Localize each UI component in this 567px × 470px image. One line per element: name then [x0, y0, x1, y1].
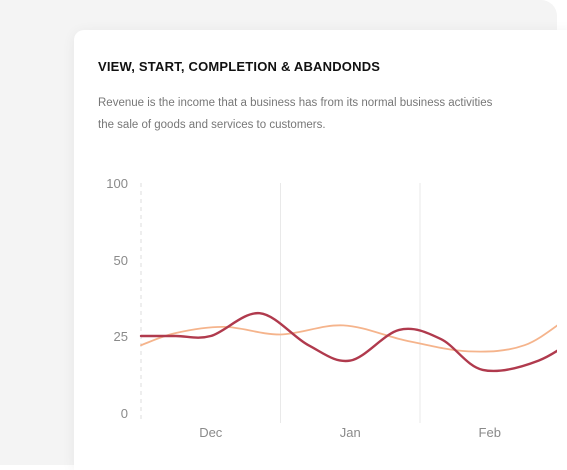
revenue-card: VIEW, START, COMPLETION & ABANDONDS Reve…: [74, 30, 567, 470]
y-tick-label: 50: [114, 253, 128, 268]
card-description-line-1: Revenue is the income that a business ha…: [98, 97, 493, 109]
chart-grid: [140, 183, 421, 423]
x-tick-label: Dec: [199, 425, 223, 440]
card-description: Revenue is the income that a business ha…: [98, 92, 567, 136]
chart-series: [139, 311, 557, 373]
x-tick-label: Feb: [479, 425, 501, 440]
x-tick-label: Jan: [340, 425, 361, 440]
series-line: [139, 311, 557, 373]
series-line: [140, 324, 557, 353]
x-axis-ticks: Dec Jan Feb: [199, 425, 501, 440]
y-tick-label: 0: [121, 406, 128, 421]
card-description-line-2: the sale of goods and services to custom…: [98, 119, 326, 131]
y-tick-label: 25: [114, 329, 128, 344]
y-axis-ticks: 100 50 25 0: [106, 176, 128, 421]
card-title: VIEW, START, COMPLETION & ABANDONDS: [98, 59, 381, 74]
y-tick-label: 100: [106, 176, 128, 191]
